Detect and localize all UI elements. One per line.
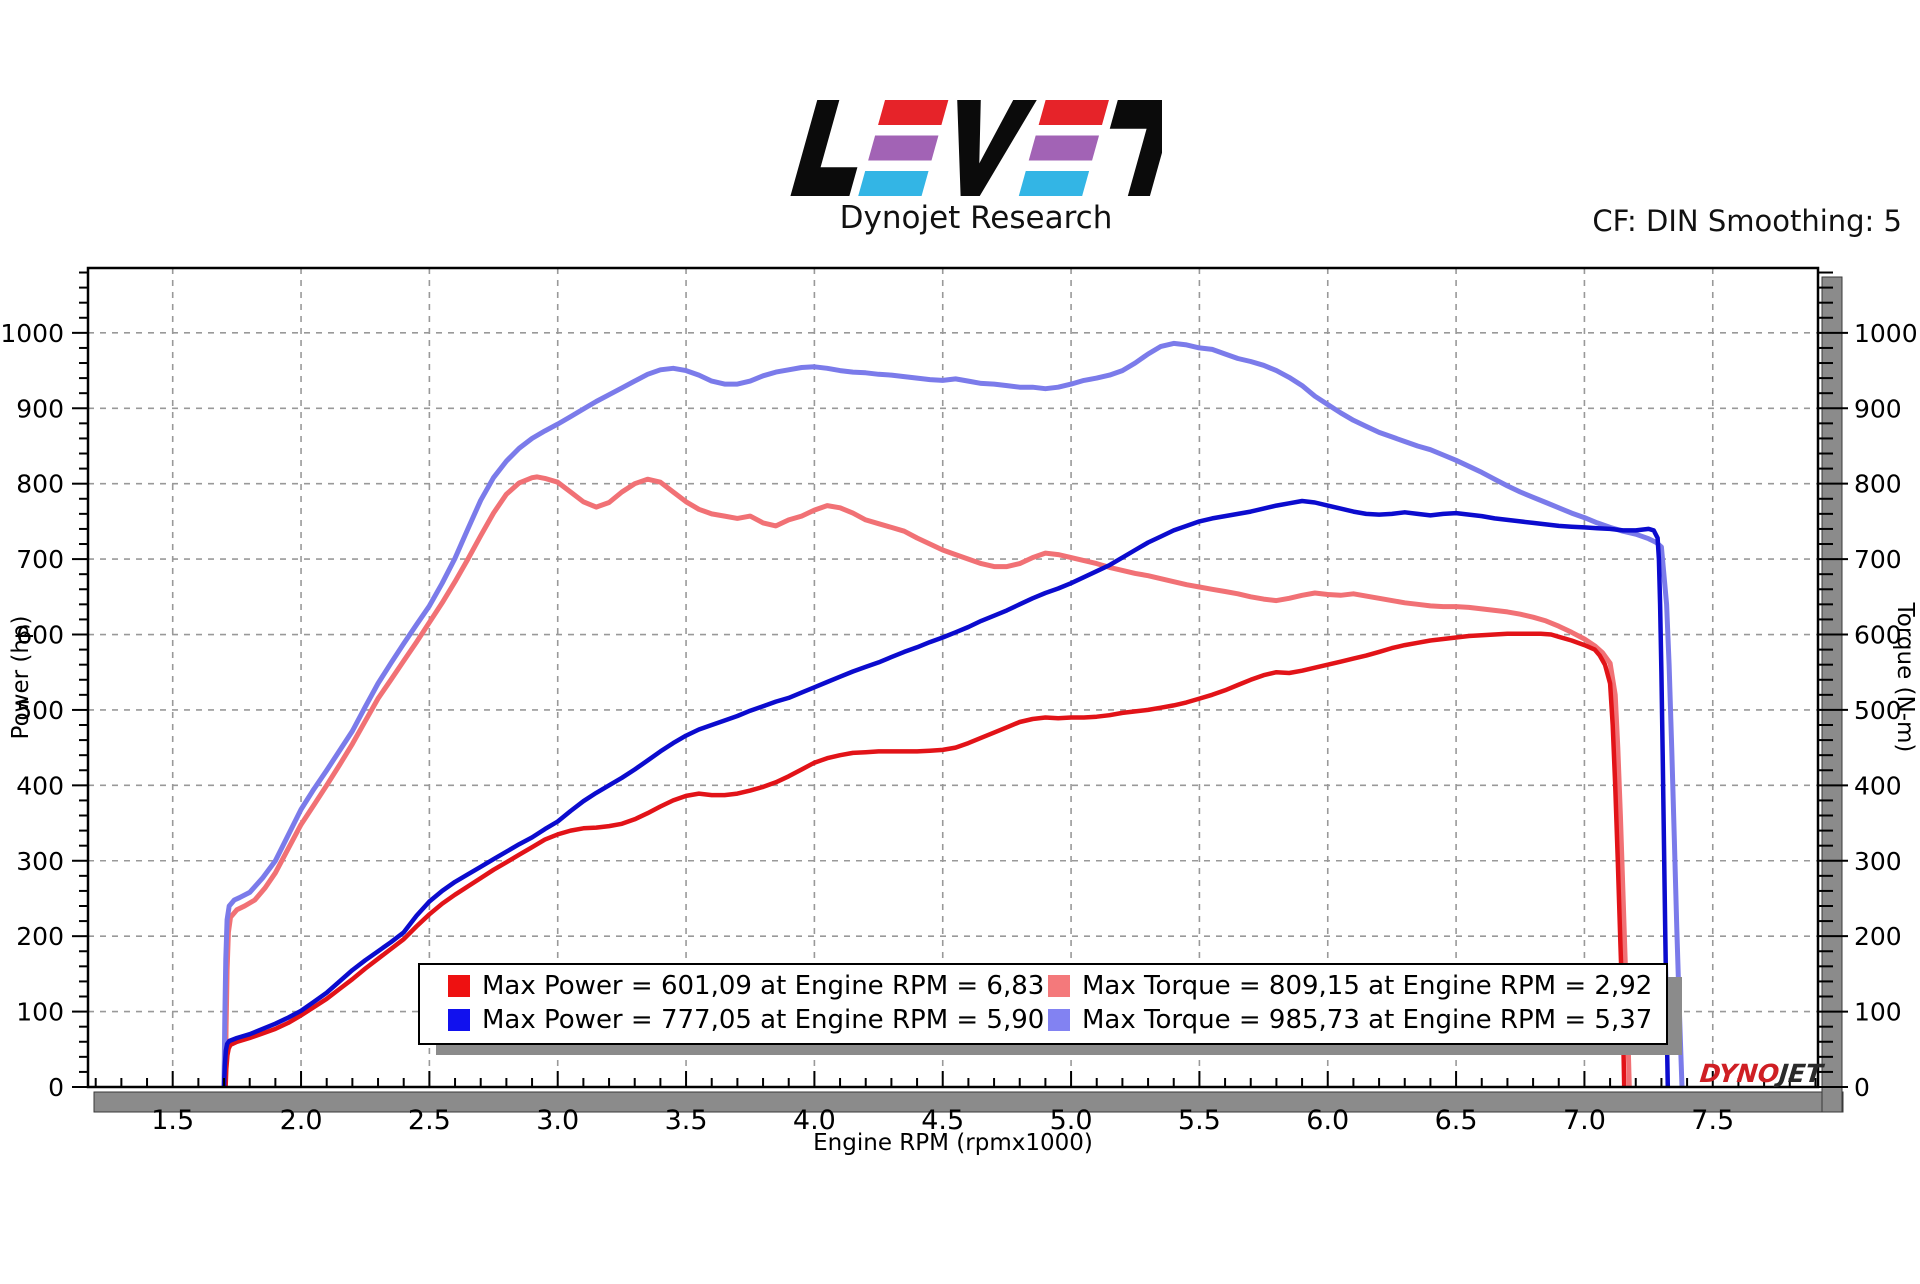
logo-e2-bar-red (1038, 100, 1109, 125)
svg-text:0: 0 (48, 1073, 64, 1102)
svg-text:600: 600 (1854, 621, 1902, 650)
legend-swatch-icon (448, 975, 470, 997)
svg-text:7.5: 7.5 (1691, 1105, 1734, 1136)
logo-e1-bar-purple (868, 135, 939, 161)
legend-swatch-icon (1048, 1009, 1070, 1031)
svg-text:900: 900 (16, 394, 64, 423)
logo-e2-bar-purple (1028, 135, 1100, 161)
svg-text:6.0: 6.0 (1306, 1105, 1349, 1136)
svg-text:500: 500 (16, 696, 64, 725)
svg-text:4.5: 4.5 (921, 1105, 964, 1136)
logo-letter-l (790, 100, 858, 196)
chart-gridlines (88, 268, 1818, 1087)
frame-shadow-bars (93, 276, 1844, 1113)
level-logo (790, 100, 1162, 196)
logo-e1-bar-cyan (858, 171, 929, 196)
legend-swatch-icon (1048, 975, 1070, 997)
legend-swatch-icon (448, 1009, 470, 1031)
legend-item: Max Power = 777,05 at Engine RPM = 5,90 (448, 1007, 1048, 1033)
svg-text:0: 0 (1854, 1073, 1870, 1102)
svg-text:700: 700 (16, 545, 64, 574)
svg-text:1000: 1000 (1854, 319, 1918, 348)
x-axis-tick-labels: 1.5 2.0 2.5 3.0 3.5 4.0 4.5 5.0 5.5 6.0 6.5 7.0 7.5 (151, 1105, 1734, 1136)
legend-item: Max Torque = 809,15 at Engine RPM = 2,92 (1048, 973, 1652, 999)
svg-text:200: 200 (16, 922, 64, 951)
legend-item: Max Power = 601,09 at Engine RPM = 6,83 (448, 973, 1048, 999)
svg-text:2.5: 2.5 (408, 1105, 451, 1136)
svg-text:7.0: 7.0 (1563, 1105, 1606, 1136)
svg-text:800: 800 (16, 470, 64, 499)
svg-text:400: 400 (1854, 771, 1902, 800)
dynojet-watermark: DYNOJET (1698, 1059, 1824, 1088)
chart-legend: Max Power = 601,09 at Engine RPM = 6,83 M… (418, 963, 1669, 1045)
logo-e1-bar-red (878, 100, 949, 125)
svg-text:2.0: 2.0 (280, 1105, 323, 1136)
y-axis-left-title: Power (hp) (8, 616, 34, 740)
logo-subtitle: Dynojet Research (839, 200, 1113, 236)
legend-item: Max Torque = 985,73 at Engine RPM = 5,37 (1048, 1007, 1652, 1033)
smoothing-label: CF: DIN Smoothing: 5 (1592, 204, 1902, 238)
legend-label: Max Power = 601,09 at Engine RPM = 6,83 (482, 971, 1045, 1001)
logo-letter-v (957, 100, 1037, 196)
svg-text:3.0: 3.0 (536, 1105, 579, 1136)
y-axis-right-title: Torque (N-m) (1892, 602, 1918, 753)
svg-text:1.5: 1.5 (151, 1105, 194, 1136)
y-axis-left-tick-labels: 0 100 200 300 400 500 600 700 800 900 1000 (0, 319, 64, 1102)
svg-text:300: 300 (1854, 847, 1902, 876)
svg-text:500: 500 (1854, 696, 1902, 725)
svg-text:300: 300 (16, 847, 64, 876)
series-torque-tuned (221, 340, 1685, 1087)
legend-label: Max Torque = 985,73 at Engine RPM = 5,37 (1082, 1005, 1653, 1035)
chart-series (221, 340, 1685, 1087)
series-power-stock (223, 631, 1627, 1087)
svg-text:6.5: 6.5 (1435, 1105, 1478, 1136)
x-axis-title: Engine RPM (rpmx1000) (813, 1130, 1093, 1156)
series-power-tuned (221, 498, 1671, 1087)
svg-text:100: 100 (16, 998, 64, 1027)
legend-label: Max Power = 777,05 at Engine RPM = 5,90 (482, 1005, 1045, 1035)
svg-text:400: 400 (16, 771, 64, 800)
svg-text:5.5: 5.5 (1178, 1105, 1221, 1136)
legend-label: Max Torque = 809,15 at Engine RPM = 2,92 (1082, 971, 1653, 1001)
axis-ticks (72, 271, 1848, 1088)
logo-e2-bar-cyan (1018, 171, 1090, 196)
svg-text:1000: 1000 (0, 319, 64, 348)
svg-text:200: 200 (1854, 922, 1902, 951)
dynojet-watermark-dyno: DYNO (1698, 1059, 1781, 1088)
logo-letter-l-inverted (1109, 100, 1162, 196)
svg-text:800: 800 (1854, 470, 1902, 499)
y-axis-right-tick-labels: 0 100 200 300 400 500 600 700 800 900 1000 (1854, 319, 1918, 1102)
svg-text:5.0: 5.0 (1050, 1105, 1093, 1136)
svg-text:100: 100 (1854, 998, 1902, 1027)
plot-border (86, 266, 1820, 1089)
svg-text:700: 700 (1854, 545, 1902, 574)
svg-text:600: 600 (16, 621, 64, 650)
series-torque-stock (222, 474, 1632, 1087)
svg-text:900: 900 (1854, 394, 1902, 423)
dynojet-watermark-jet: JET (1777, 1059, 1825, 1088)
svg-text:3.5: 3.5 (665, 1105, 708, 1136)
svg-text:4.0: 4.0 (793, 1105, 836, 1136)
